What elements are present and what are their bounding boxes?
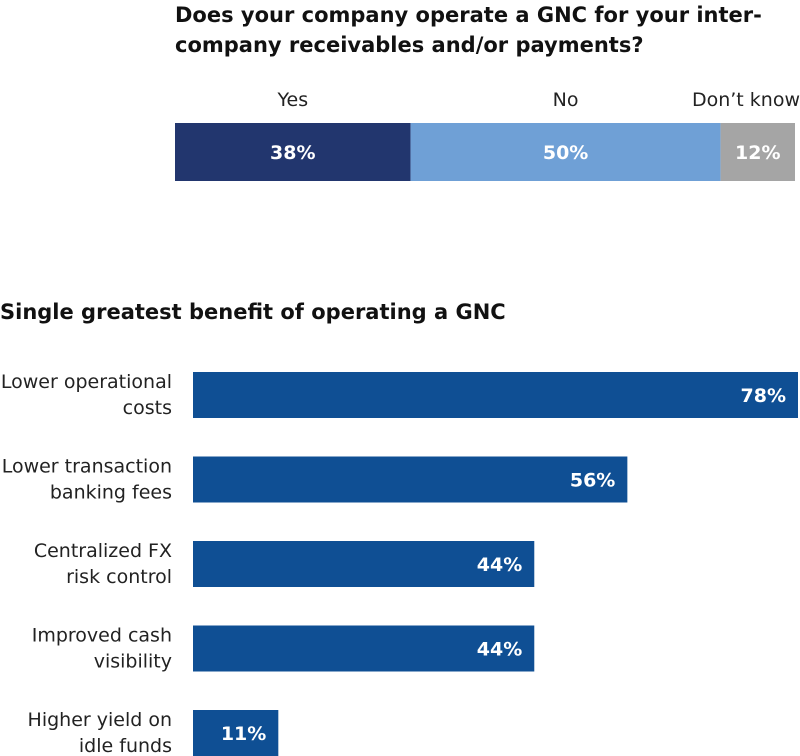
bar-category-label-lower-operational: Lower operational costs: [1, 371, 172, 419]
stack-value-label-no: 50%: [543, 142, 588, 164]
chart-title-gnc-operation: Does your company operate a GNC for your…: [175, 3, 762, 57]
bar-value-label-lower-operational: 78%: [741, 385, 786, 407]
bar-improved-cash: [193, 625, 535, 672]
stack-category-label-no: No: [553, 89, 579, 111]
stack-value-label-yes: 38%: [270, 142, 315, 164]
stack-value-label-don-t-know: 12%: [735, 142, 780, 164]
stacked-bar-chart: 38% Yes 50% No 12% Don’t know: [175, 89, 800, 181]
benefit-bar-chart: 78% Lower operational costs 56% Lower transa…: [1, 371, 798, 756]
bar-lower-operational: [193, 372, 798, 418]
bar-value-label-lower-transaction: 56%: [570, 470, 615, 492]
bar-lower-transaction: [193, 456, 628, 503]
stack-segment-no: [410, 123, 721, 181]
bar-category-label-centralized-fx: Centralized FX risk control: [34, 540, 172, 588]
bar-value-label-improved-cash: 44%: [477, 639, 522, 661]
stack-segment-don-t-know: [720, 123, 795, 181]
bar-higher-yield-on: [193, 710, 279, 756]
bar-centralized-fx: [193, 541, 535, 587]
stack-category-label-don-t-know: Don’t know: [692, 89, 800, 111]
chart-title-greatest-benefit: Single greatest benefit of operating a G…: [0, 300, 506, 324]
bar-category-label-higher-yield-on: Higher yield on idle funds: [28, 709, 172, 756]
bar-category-label-lower-transaction: Lower transaction banking fees: [2, 456, 172, 504]
stack-segment-yes: [175, 123, 411, 181]
stack-category-label-yes: Yes: [276, 89, 308, 111]
bar-value-label-higher-yield-on: 11%: [221, 723, 266, 745]
bar-category-label-improved-cash: Improved cash visibility: [32, 625, 172, 673]
bar-value-label-centralized-fx: 44%: [477, 554, 522, 576]
